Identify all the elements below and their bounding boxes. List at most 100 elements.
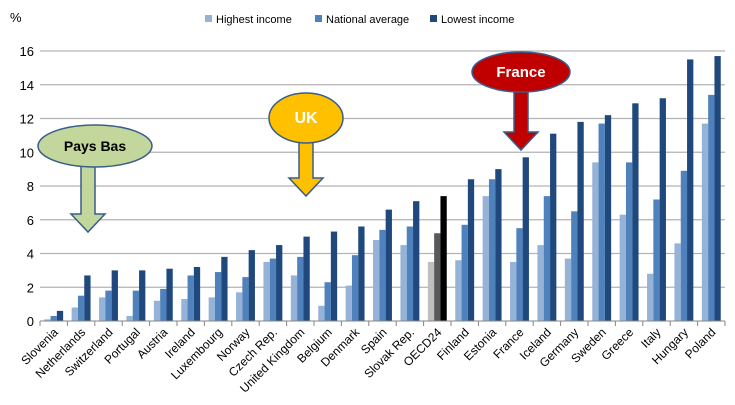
bar-iceland-2 <box>550 133 557 321</box>
bar-spain-0 <box>373 240 380 321</box>
bar-belgium-2 <box>330 231 338 321</box>
bar-netherlands-1 <box>77 295 85 321</box>
bar-greece-0 <box>619 214 626 321</box>
bar-ireland-1 <box>187 275 194 321</box>
bar-portugal-1 <box>132 290 140 321</box>
y-tick-label: 8 <box>27 179 34 194</box>
bar-poland-0 <box>701 123 709 321</box>
bar-germany-2 <box>577 121 584 321</box>
bar-sweden-1 <box>598 123 605 321</box>
bar-belgium-1 <box>324 282 331 321</box>
bar-hungary-0 <box>674 243 681 321</box>
x-tick-label: Austria <box>134 325 171 362</box>
bar-luxembourg-2 <box>221 256 228 321</box>
bar-czech-rep--0 <box>263 261 270 321</box>
bar-denmark-2 <box>358 226 365 321</box>
bar-netherlands-0 <box>71 307 78 321</box>
bar-switzerland-1 <box>105 290 112 321</box>
bar-portugal-2 <box>139 270 146 321</box>
bar-austria-2 <box>166 268 173 321</box>
bar-finland-2 <box>467 179 475 321</box>
x-tick-label: Poland <box>682 325 718 361</box>
bar-oecd24-0 <box>427 261 435 321</box>
bar-united-kingdom-0 <box>290 275 298 321</box>
bar-norway-0 <box>236 292 243 321</box>
y-axis-label: % <box>10 10 22 25</box>
bar-united-kingdom-1 <box>297 256 304 321</box>
bar-italy-2 <box>659 98 666 321</box>
legend: Highest income National average Lowest inc… <box>205 14 514 26</box>
bar-spain-2 <box>385 209 392 321</box>
bar-netherlands-2 <box>84 275 91 321</box>
bar-austria-0 <box>153 300 161 321</box>
legend-label: National average <box>326 14 409 26</box>
bar-czech-rep--1 <box>269 258 277 321</box>
legend-swatch <box>430 15 437 22</box>
callout-label: UK <box>294 110 318 127</box>
callout-uk: UK <box>268 92 344 198</box>
callout-ellipse <box>37 124 153 168</box>
bar-france-2 <box>522 157 529 321</box>
annotations: Pays Bas UK France <box>37 51 571 234</box>
bar-switzerland-2 <box>111 270 118 321</box>
bar-poland-2 <box>714 56 721 321</box>
bar-portugal-0 <box>126 315 133 321</box>
bar-slovak-rep--1 <box>406 226 414 321</box>
bar-hungary-2 <box>687 59 694 321</box>
legend-label: Highest income <box>216 14 292 26</box>
bar-norway-1 <box>242 277 249 321</box>
bar-austria-1 <box>160 288 167 321</box>
bar-ireland-0 <box>181 299 188 321</box>
bar-estonia-0 <box>482 196 489 321</box>
callout-ellipse <box>471 51 571 93</box>
bar-estonia-2 <box>495 169 502 321</box>
bar-oecd24-2 <box>440 196 447 321</box>
arrow-icon <box>287 140 325 198</box>
bar-iceland-1 <box>543 196 551 321</box>
arrow-icon <box>69 164 107 234</box>
bar-switzerland-0 <box>99 297 106 321</box>
bar-slovenia-1 <box>50 315 57 321</box>
bar-denmark-0 <box>345 285 352 321</box>
y-tick-label: 2 <box>27 280 34 295</box>
bar-finland-1 <box>461 224 468 321</box>
callout-pays-bas: Pays Bas <box>37 124 153 234</box>
bar-greece-2 <box>632 103 639 321</box>
gridlines <box>40 50 725 288</box>
callout-label: Pays Bas <box>64 138 126 154</box>
bar-oecd24-1 <box>434 233 441 321</box>
bar-hungary-1 <box>680 170 688 321</box>
bar-ireland-2 <box>193 267 201 321</box>
bar-norway-2 <box>248 250 255 321</box>
bar-france-1 <box>516 228 523 321</box>
callout-france: France <box>471 51 571 152</box>
y-tick-label: 16 <box>20 44 34 59</box>
bar-slovenia-0 <box>44 319 51 321</box>
bar-sweden-2 <box>604 115 612 321</box>
bar-spain-1 <box>379 229 386 321</box>
bar-germany-0 <box>564 258 572 321</box>
bar-italy-0 <box>647 273 654 321</box>
arrow-icon <box>502 89 540 152</box>
legend-swatch <box>315 15 322 22</box>
bar-denmark-1 <box>351 255 359 321</box>
bar-slovenia-2 <box>56 310 64 321</box>
bar-luxembourg-0 <box>208 297 215 321</box>
y-tick-label: 10 <box>20 145 34 160</box>
y-tick-label: 12 <box>20 112 34 127</box>
callout-ellipse <box>268 92 344 144</box>
callout-label: France <box>496 64 545 81</box>
y-tick-label: 0 <box>27 314 34 329</box>
bar-germany-1 <box>571 211 578 321</box>
bar-france-0 <box>510 261 517 321</box>
bar-iceland-0 <box>537 245 544 321</box>
bar-united-kingdom-2 <box>303 236 310 321</box>
bar-belgium-0 <box>318 305 325 321</box>
bar-finland-0 <box>455 260 462 321</box>
bar-italy-1 <box>653 199 660 321</box>
bar-sweden-0 <box>592 162 599 321</box>
bar-estonia-1 <box>488 179 496 321</box>
y-tick-label: 4 <box>27 247 34 262</box>
y-tick-label: 14 <box>20 78 34 93</box>
